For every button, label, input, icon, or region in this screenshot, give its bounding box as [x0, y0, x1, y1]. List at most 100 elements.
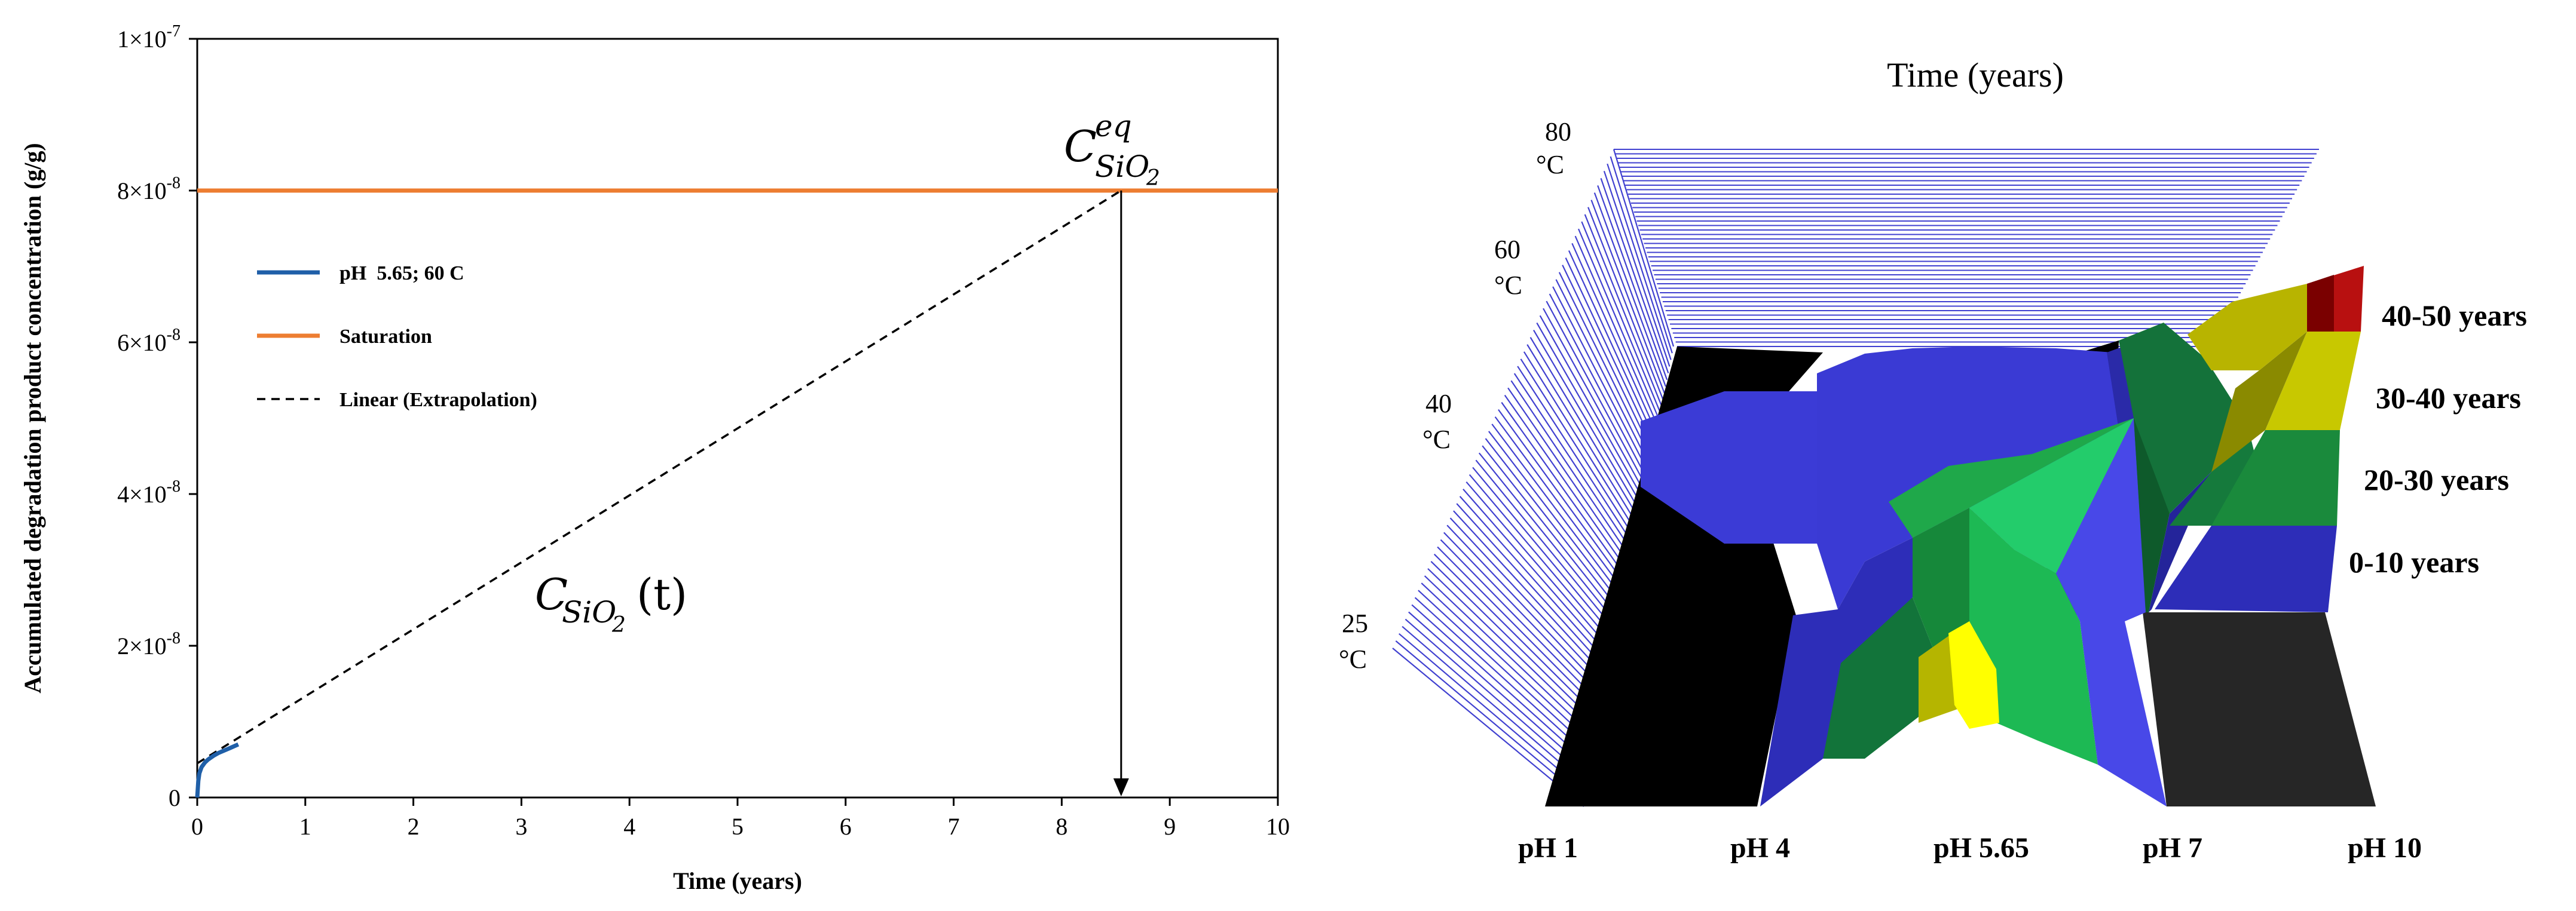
wall-grid-line — [1424, 575, 1598, 741]
ph-label-7: pH 7 — [2143, 832, 2202, 864]
wall-grid-line — [1504, 394, 1630, 574]
wall-grid-line — [1613, 149, 1675, 347]
legend: pH 5.65; 60 C Saturation Linear (Extrapo… — [257, 262, 537, 411]
temp-label-40-value: 40 — [1425, 389, 1452, 418]
surface-darkblue-lowleft — [1760, 538, 1913, 806]
y-tick-label: 2×10-8 — [117, 629, 180, 660]
wall-grid-line — [1600, 178, 1669, 373]
wall-grid-line — [1558, 272, 1653, 461]
wall-grid-line — [1485, 438, 1622, 614]
wall-grid-line — [1472, 467, 1617, 640]
y-tick-label: 1×10-7 — [117, 22, 180, 53]
band-red-dark — [2307, 275, 2334, 332]
floor-right-gray — [2143, 612, 2376, 806]
legend-label-40-50: 40-50 years — [2382, 299, 2527, 332]
wall-grid-line — [1459, 496, 1612, 667]
wall-grid-line — [1408, 611, 1591, 774]
wall-grid-line — [1590, 200, 1665, 394]
wall-grid-line — [1395, 640, 1586, 800]
wall-grid-line — [1536, 322, 1643, 507]
wall-grid-line — [1475, 459, 1619, 634]
wall-grid-line — [1498, 409, 1627, 587]
ph-label-4: pH 4 — [1730, 832, 1790, 864]
temp-label-25-unit: °C — [1339, 645, 1367, 674]
surface-green-darklow — [1823, 597, 1936, 759]
wall-grid-line — [1446, 524, 1607, 694]
band-blue-0-10 — [2155, 526, 2337, 612]
wall-grid-line — [1597, 185, 1668, 381]
wall-grid-line — [1494, 416, 1626, 594]
wall-grid-line — [1520, 358, 1636, 541]
wall-grid-line — [1549, 293, 1648, 480]
arrow-head — [1113, 778, 1129, 796]
ph-label-10: pH 10 — [2348, 832, 2422, 864]
y-tick-label: 6×10-8 — [117, 326, 180, 356]
ct-subscript-2: 2 — [611, 613, 626, 637]
wall-grid-line — [1546, 300, 1647, 487]
ceq-subscript: SiO — [1095, 149, 1149, 184]
right-chart-title: Time (years) — [1887, 56, 2064, 94]
band-olive-40-50 — [2211, 332, 2307, 472]
x-tick-label: 9 — [1164, 813, 1176, 840]
wall-grid-line — [1418, 590, 1595, 754]
wall-grid-line — [1610, 156, 1673, 354]
legend-label-0-10: 0-10 years — [2349, 545, 2479, 579]
wall-grid-line — [1443, 532, 1605, 701]
wall-grid-line — [1603, 170, 1671, 367]
ph-label-565: pH 5.65 — [1933, 832, 2029, 864]
wall-grid-line — [1456, 503, 1611, 674]
wall-grid-line — [1414, 597, 1593, 760]
surface-blue-bright — [2056, 418, 2167, 806]
surface-green-dark-right — [2134, 418, 2170, 612]
wall-grid-line — [1513, 373, 1634, 554]
wall-grid-line — [1532, 329, 1642, 514]
wall-grid-line — [1453, 510, 1610, 680]
legend-label-saturation: Saturation — [339, 326, 432, 348]
x-tick-label: 6 — [840, 813, 852, 840]
wall-grid-line — [1468, 474, 1616, 647]
legend-label-ph565: pH 5.65; 60 C — [339, 262, 464, 284]
temperature-axis: 80 °C 60 °C 40 °C 25 °C — [1339, 117, 1571, 674]
wall-grid-line — [1526, 344, 1639, 527]
wall-grid-line — [1466, 481, 1614, 654]
x-tick-label: 4 — [623, 813, 635, 840]
wall-grid-line — [1463, 489, 1613, 661]
ceq-subscript-2: 2 — [1146, 166, 1160, 191]
wall-grid-line — [1539, 315, 1644, 501]
temp-label-60-unit: °C — [1494, 271, 1522, 300]
wall-grid-line — [1399, 633, 1587, 794]
surface-blue-left — [1641, 391, 1823, 544]
wall-grid-line — [1587, 207, 1664, 400]
ph-label-1: pH 1 — [1518, 832, 1578, 864]
x-tick-label: 0 — [191, 813, 203, 840]
ph-axis: pH 1 pH 4 pH 5.65 pH 7 pH 10 — [1518, 832, 2422, 864]
wall-grid-line — [1430, 560, 1600, 727]
x-tick-label: 1 — [299, 813, 311, 840]
wall-grid-line — [1482, 445, 1621, 621]
ct-argument: (t) — [637, 569, 687, 619]
temp-label-40-unit: °C — [1422, 425, 1451, 454]
wall-grid-line — [1578, 228, 1660, 421]
wall-grid-line — [1405, 618, 1590, 781]
temp-label-80-unit: °C — [1536, 150, 1564, 179]
ct-base: C — [535, 569, 568, 619]
wall-grid-line — [1581, 221, 1662, 414]
temp-label-80-value: 80 — [1545, 117, 1571, 146]
surface-green-bright — [1969, 508, 2098, 765]
band-yellow-top — [2188, 284, 2307, 370]
ceq-superscript: eq — [1095, 109, 1132, 143]
legend-label-30-40: 30-40 years — [2376, 381, 2521, 415]
annotation-ct: C SiO 2 (t) — [535, 569, 687, 637]
wall-grid-line — [1529, 337, 1641, 520]
y-tick-label: 8×10-8 — [117, 174, 180, 204]
surface-lime — [1969, 418, 2134, 573]
wall-grid-line — [1543, 308, 1646, 494]
ct-subscript: SiO — [562, 595, 616, 630]
line-series — [195, 188, 1278, 798]
band-green-20-30 — [2211, 430, 2340, 526]
series-line-ph565 — [195, 742, 240, 798]
y-axis-ticks: 0 2×10-8 4×10-8 6×10-8 8×10-8 1×10-7 — [117, 22, 197, 811]
wall-grid-line — [1507, 387, 1632, 567]
x-axis-ticks: 0 1 2 3 4 5 6 7 8 9 10 — [191, 797, 1290, 840]
